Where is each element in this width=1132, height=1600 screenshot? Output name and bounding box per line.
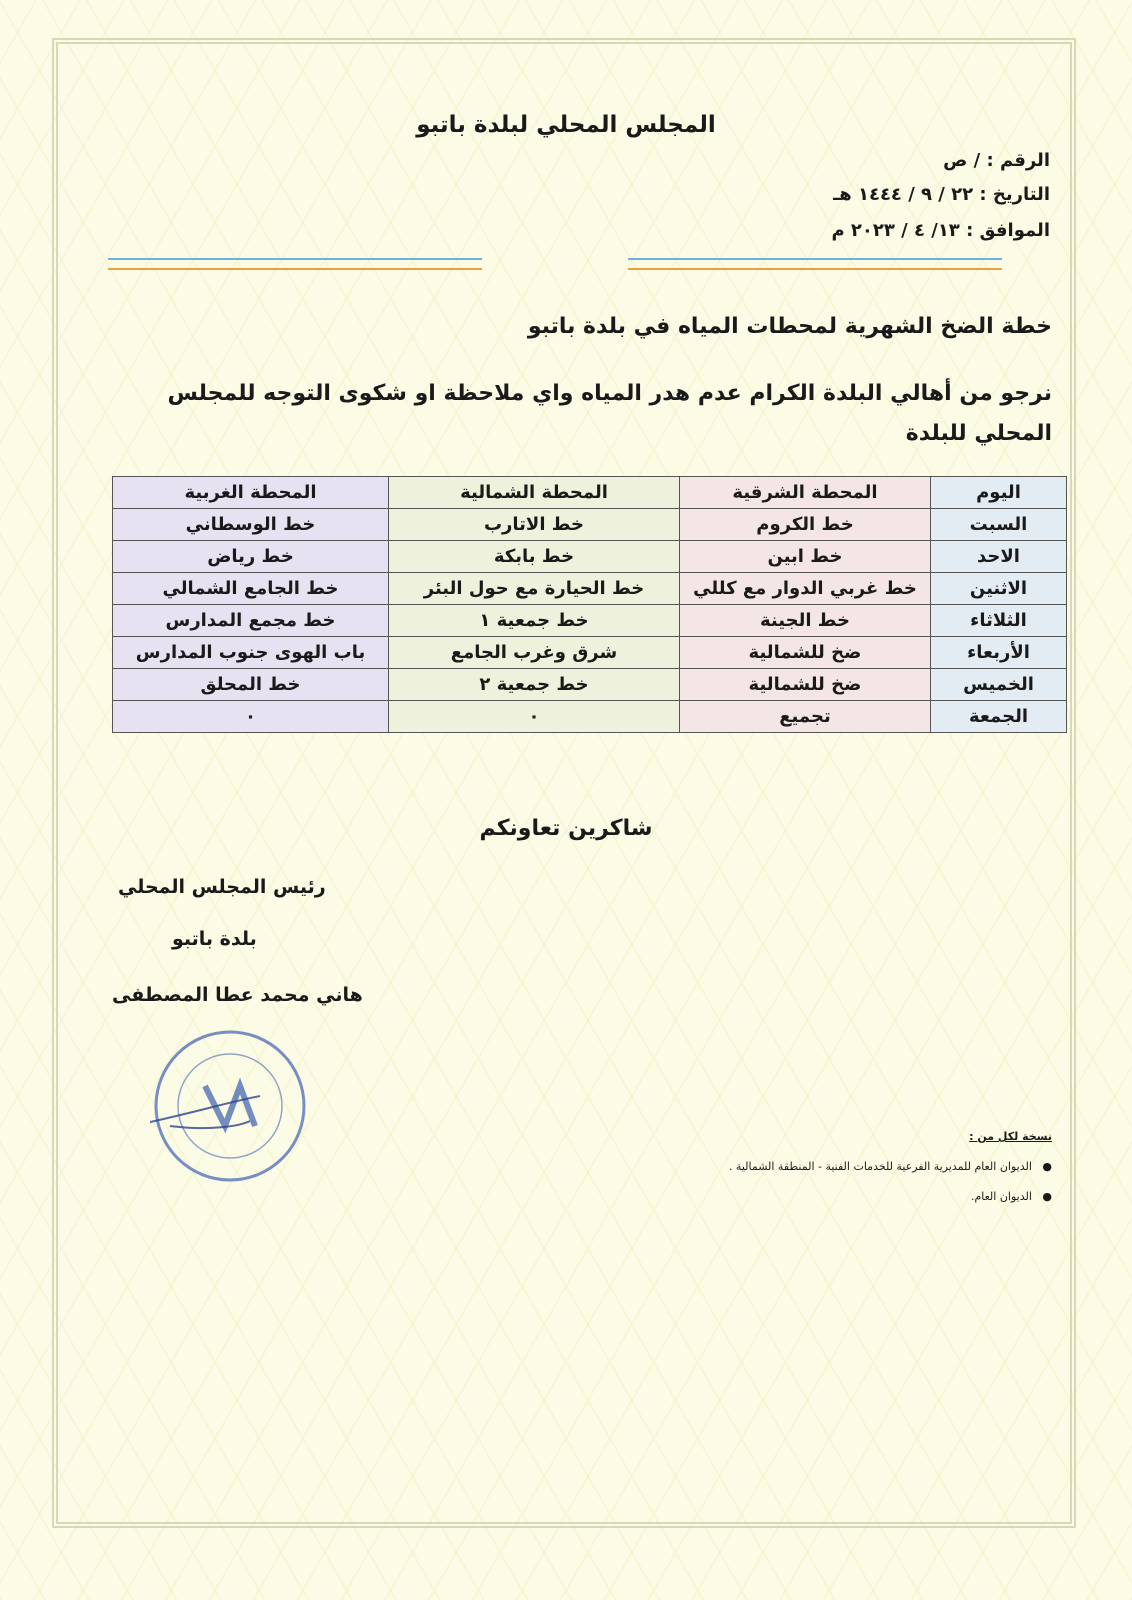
day-cell: الثلاثاء: [930, 604, 1067, 637]
east-cell: خط الكروم: [679, 508, 931, 541]
gregorian-date: الموافق : ١٣/ ٤ / ٢٠٢٣ م: [831, 220, 1050, 241]
table-row: الخميس ضخ للشمالية خط جمعية ٢ خط المحلق: [112, 668, 1067, 701]
north-cell: خط بابكة: [388, 540, 680, 573]
copies-label: نسخة لكل من :: [969, 1130, 1052, 1143]
day-cell: الاحد: [930, 540, 1067, 573]
west-cell: خط مجمع المدارس: [112, 604, 389, 637]
table-row: الاحد خط ابين خط بابكة خط رياض: [112, 540, 1067, 573]
header-west-station: المحطة الغربية: [112, 476, 389, 509]
pumping-schedule-table: اليوم المحطة الشرقية المحطة الشمالية الم…: [112, 476, 1067, 733]
east-cell: ضخ للشمالية: [679, 636, 931, 669]
west-cell: خط الجامع الشمالي: [112, 572, 389, 605]
signatory-name: هاني محمد عطا المصطفى: [112, 984, 363, 1006]
west-cell: ٠: [112, 700, 389, 733]
header-east-station: المحطة الشرقية: [679, 476, 931, 509]
copy-recipient-2: ● الديوان العام.: [970, 1190, 1052, 1203]
copy-recipient-1: ● الديوان العام للمديرية الفرعية للخدمات…: [728, 1160, 1052, 1173]
east-cell: تجميع: [679, 700, 931, 733]
header-north-station: المحطة الشمالية: [388, 476, 680, 509]
divider-right: [628, 258, 1002, 270]
north-cell: خط جمعية ١: [388, 604, 680, 637]
north-cell: خط الاتارب: [388, 508, 680, 541]
signatory-role: رئيس المجلس المحلي: [118, 876, 326, 898]
north-cell: شرق وغرب الجامع: [388, 636, 680, 669]
west-cell: خط رياض: [112, 540, 389, 573]
header-day: اليوم: [930, 476, 1067, 509]
day-cell: الجمعة: [930, 700, 1067, 733]
day-cell: الأربعاء: [930, 636, 1067, 669]
notice-paragraph: نرجو من أهالي البلدة الكرام عدم هدر المي…: [167, 381, 1052, 446]
table-header-row: اليوم المحطة الشرقية المحطة الشمالية الم…: [112, 476, 1067, 509]
copy-recipient-text: الديوان العام.: [970, 1190, 1032, 1203]
west-cell: خط المحلق: [112, 668, 389, 701]
west-cell: باب الهوى جنوب المدارس: [112, 636, 389, 669]
table-row: الأربعاء ضخ للشمالية شرق وغرب الجامع باب ال…: [112, 636, 1067, 669]
east-cell: ضخ للشمالية: [679, 668, 931, 701]
east-cell: خط ابين: [679, 540, 931, 573]
reference-number: الرقم : / ص: [943, 150, 1050, 171]
day-cell: الخميس: [930, 668, 1067, 701]
decorative-border: [52, 38, 1076, 1528]
north-cell: خط جمعية ٢: [388, 668, 680, 701]
signatory-town: بلدة باتبو: [172, 928, 257, 950]
north-cell: خط الحيارة مع حول البئر: [388, 572, 680, 605]
table-row: الاثنين خط غربي الدوار مع كللي خط الحيارة …: [112, 572, 1067, 605]
official-stamp: [69, 1026, 310, 1186]
divider-left: [108, 258, 482, 270]
stamp-seal-icon: [69, 1030, 306, 1182]
east-cell: خط غربي الدوار مع كللي: [679, 572, 931, 605]
table-row: الثلاثاء خط الجينة خط جمعية ١ خط مجمع المدا…: [112, 604, 1067, 637]
table-row: السبت خط الكروم خط الاتارب خط الوسطاني: [112, 508, 1067, 541]
copy-recipient-text: الديوان العام للمديرية الفرعية للخدمات ا…: [728, 1160, 1032, 1173]
day-cell: السبت: [930, 508, 1067, 541]
east-cell: خط الجينة: [679, 604, 931, 637]
document-heading: خطة الضخ الشهرية لمحطات المياه في بلدة ب…: [527, 314, 1052, 339]
letterhead-title: المجلس المحلي لبلدة باتبو: [416, 112, 716, 138]
closing-thanks: شاكرين تعاونكم: [479, 816, 653, 841]
hijri-date: التاريخ : ٢٢ / ٩ / ١٤٤٤ هـ: [833, 184, 1050, 205]
table-row: الجمعة تجميع ٠ ٠: [112, 700, 1067, 733]
day-cell: الاثنين: [930, 572, 1067, 605]
west-cell: خط الوسطاني: [112, 508, 389, 541]
north-cell: ٠: [388, 700, 680, 733]
